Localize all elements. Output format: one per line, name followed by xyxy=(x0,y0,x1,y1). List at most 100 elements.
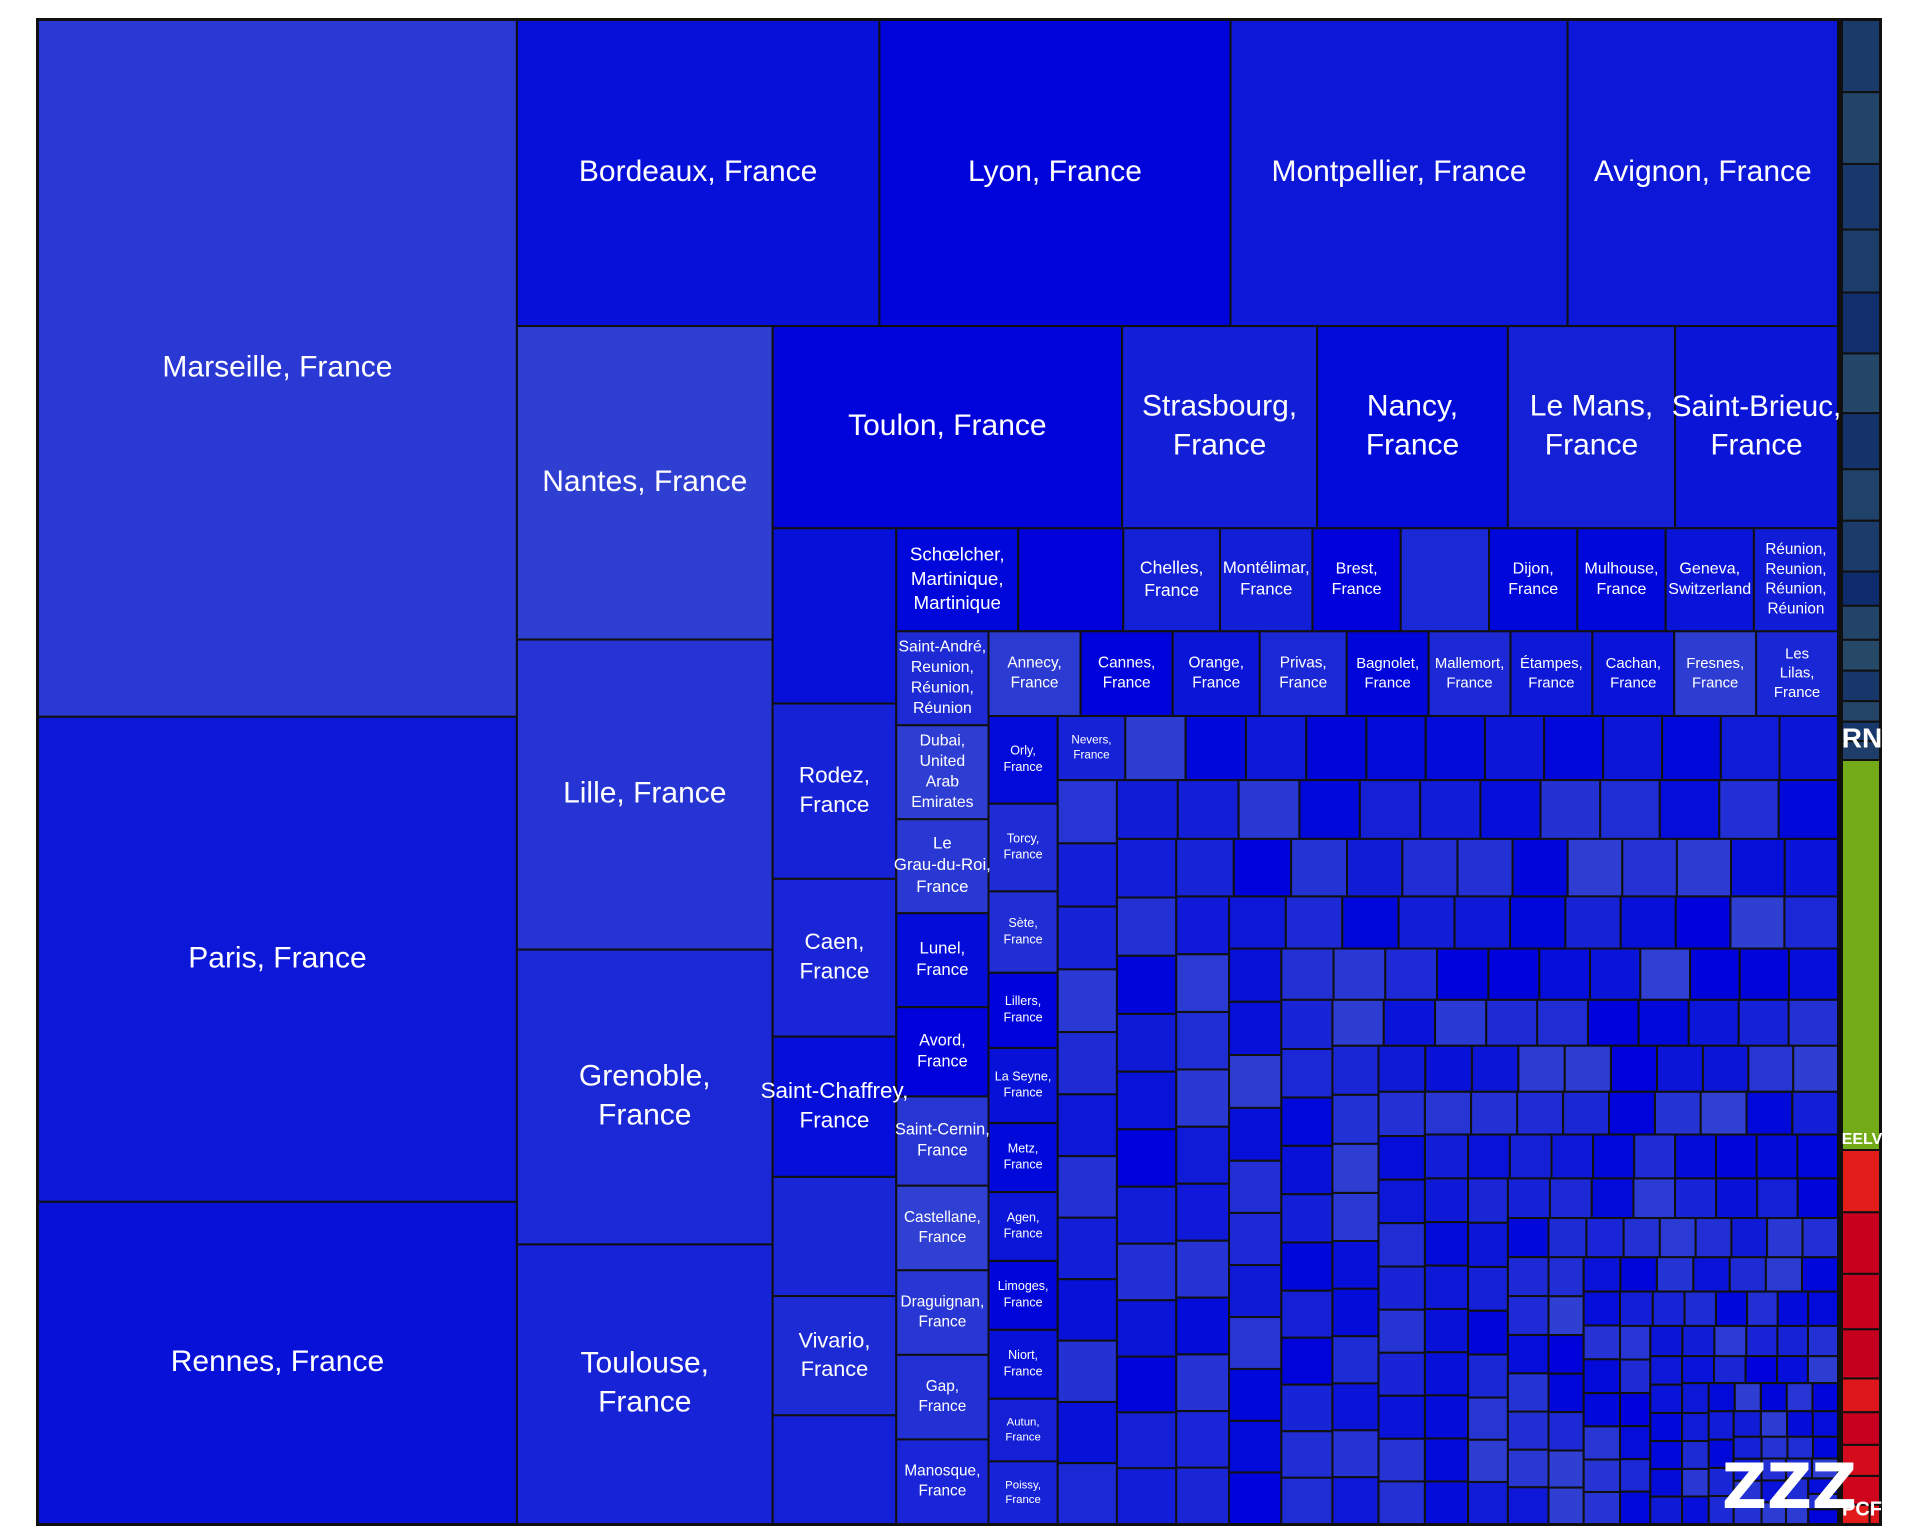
zzz-cell-111 xyxy=(1115,1411,1178,1470)
cell-label-50: Cachan, France xyxy=(1606,656,1661,691)
zzz-cell-138 xyxy=(1341,895,1400,950)
zzz-cell-159 xyxy=(1332,947,1387,1001)
zzz-cell-153 xyxy=(1228,1264,1283,1319)
zzz-cell-63 xyxy=(987,1460,1059,1526)
zzz-cell-67 xyxy=(1244,714,1308,782)
zzz-cell-65 xyxy=(1124,714,1187,782)
zzz-cell-76 xyxy=(1778,714,1840,782)
zzz-cell-39 xyxy=(895,1184,990,1272)
zzz-cell-73 xyxy=(1602,714,1664,782)
zzz-cell-309 xyxy=(1619,1392,1652,1428)
zzz-cell-21 xyxy=(771,1295,898,1417)
zzz-cell-69 xyxy=(1365,714,1427,782)
cell-label-40: Draguignan, France xyxy=(901,1294,985,1331)
zzz-cell-161 xyxy=(1435,947,1490,1001)
zzz-cell-71 xyxy=(1483,714,1546,782)
zzz-cell-310 xyxy=(1619,1425,1652,1461)
zzz-cell-149 xyxy=(1228,1054,1283,1109)
zzz-cell-283 xyxy=(1547,1411,1585,1452)
zzz-cell-18 xyxy=(771,877,898,1038)
zzz-cell-328 xyxy=(1776,1355,1809,1385)
cell-label-45: Orange, France xyxy=(1188,655,1244,692)
zzz-cell-11 xyxy=(771,325,1124,530)
zzz-cell-190 xyxy=(1331,1044,1380,1096)
zzz-cell-265 xyxy=(1506,1295,1550,1336)
zzz-cell-320 xyxy=(1649,1383,1684,1414)
zzz-cell-8 xyxy=(515,638,774,951)
cell-label-14: Le Mans, France xyxy=(1530,390,1653,462)
cell-label-63: Poissy, France xyxy=(1005,1479,1041,1506)
zzz-cell-141 xyxy=(1509,895,1567,950)
zzz-cell-66 xyxy=(1184,714,1247,782)
zzz-cell-237 xyxy=(1423,1480,1470,1526)
zzz-cell-207 xyxy=(1701,1044,1750,1093)
cell-label-2: Rennes, France xyxy=(171,1345,384,1378)
zzz-cell-53 xyxy=(987,714,1059,805)
zzz-cell-16 xyxy=(771,527,898,705)
cell-label-57: La Seyne, France xyxy=(995,1070,1052,1100)
zzz-cell-301 xyxy=(1651,1290,1686,1327)
zzz-cell-96 xyxy=(1539,779,1602,840)
zzz-cell-163 xyxy=(1538,947,1591,1001)
zzz-cell-3 xyxy=(515,19,881,328)
zzz-cell-317 xyxy=(1776,1324,1809,1358)
zzz-cell-188 xyxy=(1737,998,1790,1047)
rn-cell-2 xyxy=(1841,162,1881,231)
zzz-cell-249 xyxy=(1467,1265,1509,1312)
zzz-cell-344 xyxy=(1732,1410,1762,1438)
zzz-cell-48 xyxy=(1427,630,1512,717)
zzz-cell-7 xyxy=(515,325,774,641)
zzz-cell-142 xyxy=(1564,895,1622,950)
zzz-cell-270 xyxy=(1506,1486,1550,1525)
zzz-cell-90 xyxy=(1176,779,1240,840)
zzz-cell-176 xyxy=(1280,1336,1334,1386)
cell-label-35: Le Grau-du-Roi, France xyxy=(894,834,991,897)
rn-cell-4 xyxy=(1841,291,1881,355)
cell-label-18: Caen, France xyxy=(799,929,869,983)
zzz-cell-255 xyxy=(1506,1177,1551,1220)
rn-cell-1 xyxy=(1841,91,1881,165)
pcf-cell-4 xyxy=(1841,1377,1881,1414)
zzz-cell-25 xyxy=(1122,527,1221,633)
cell-label-53: Orly, France xyxy=(1004,744,1043,774)
cell-label-17: Rodez, France xyxy=(799,763,870,817)
cell-label-15: Saint-Brieuc, France xyxy=(1672,390,1842,462)
zzz-cell-89 xyxy=(1115,779,1179,840)
zzz-cell-202 xyxy=(1470,1044,1520,1093)
cell-label-51: Fresnes, France xyxy=(1686,656,1744,691)
zzz-cell-50 xyxy=(1591,630,1676,717)
cell-label-29: Dijon, France xyxy=(1508,560,1558,599)
zzz-cell-262 xyxy=(1796,1177,1840,1220)
zzz-cell-302 xyxy=(1683,1290,1717,1327)
watermark-text: ZZZ xyxy=(1722,1450,1857,1523)
cell-label-32: Réunion, Reunion, Réunion, Réunion xyxy=(1765,541,1826,618)
zzz-cell-194 xyxy=(1331,1240,1380,1290)
zzz-cell-187 xyxy=(1687,998,1740,1047)
cell-label-64: Nevers, France xyxy=(1071,734,1111,762)
cell-label-3: Bordeaux, France xyxy=(579,155,817,188)
zzz-cell-78 xyxy=(1056,842,1118,908)
pcf-cell-5 xyxy=(1841,1411,1881,1446)
zzz-cell-252 xyxy=(1467,1396,1509,1441)
zzz-cell-43 xyxy=(987,630,1082,717)
cell-label-39: Castellane, France xyxy=(904,1209,981,1246)
zzz-cell-199 xyxy=(1331,1476,1380,1525)
zzz-cell-321 xyxy=(1649,1411,1684,1443)
zzz-cell-134 xyxy=(1175,1410,1231,1469)
rn-cell-5 xyxy=(1841,352,1881,415)
cell-label-38: Saint-Cernin, France xyxy=(895,1121,990,1160)
zzz-cell-294 xyxy=(1582,1324,1622,1361)
zzz-cell-13 xyxy=(1316,325,1509,530)
zzz-cell-189 xyxy=(1787,998,1840,1047)
cell-label-8: Lille, France xyxy=(563,776,726,809)
zzz-cell-157 xyxy=(1228,1471,1283,1526)
zzz-cell-193 xyxy=(1331,1191,1380,1243)
zzz-cell-183 xyxy=(1485,998,1539,1047)
zzz-cell-259 xyxy=(1674,1177,1718,1220)
zzz-cell-236 xyxy=(1423,1437,1470,1483)
zzz-cell-135 xyxy=(1175,1466,1231,1525)
zzz-cell-150 xyxy=(1228,1106,1283,1162)
zzz-cell-343 xyxy=(1707,1495,1735,1526)
cell-label-58: Metz, France xyxy=(1004,1142,1043,1172)
zzz-cell-338 xyxy=(1785,1382,1814,1413)
